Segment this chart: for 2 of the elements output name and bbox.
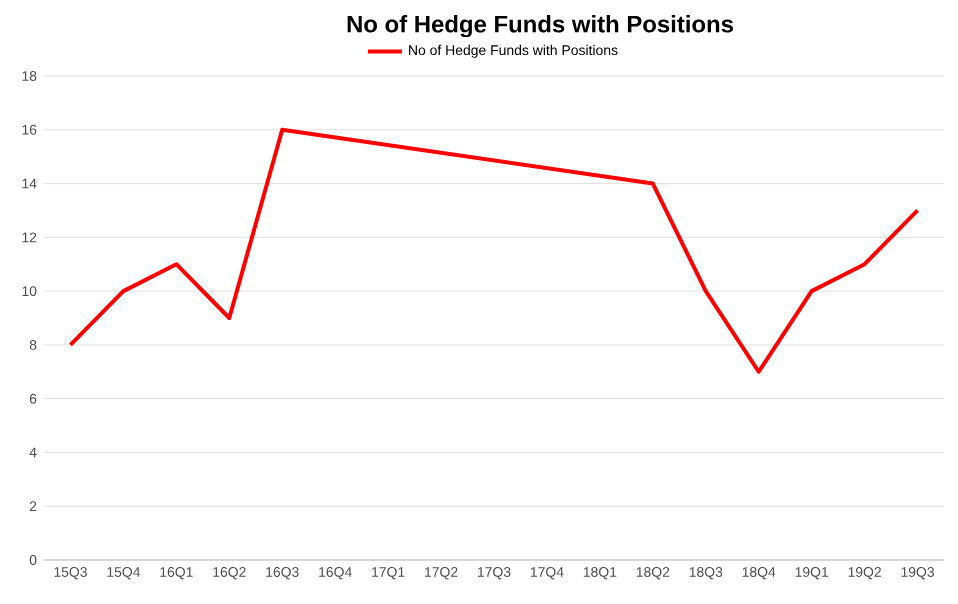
line-series bbox=[68, 127, 920, 374]
chart-title: No of Hedge Funds with Positions bbox=[347, 15, 733, 38]
